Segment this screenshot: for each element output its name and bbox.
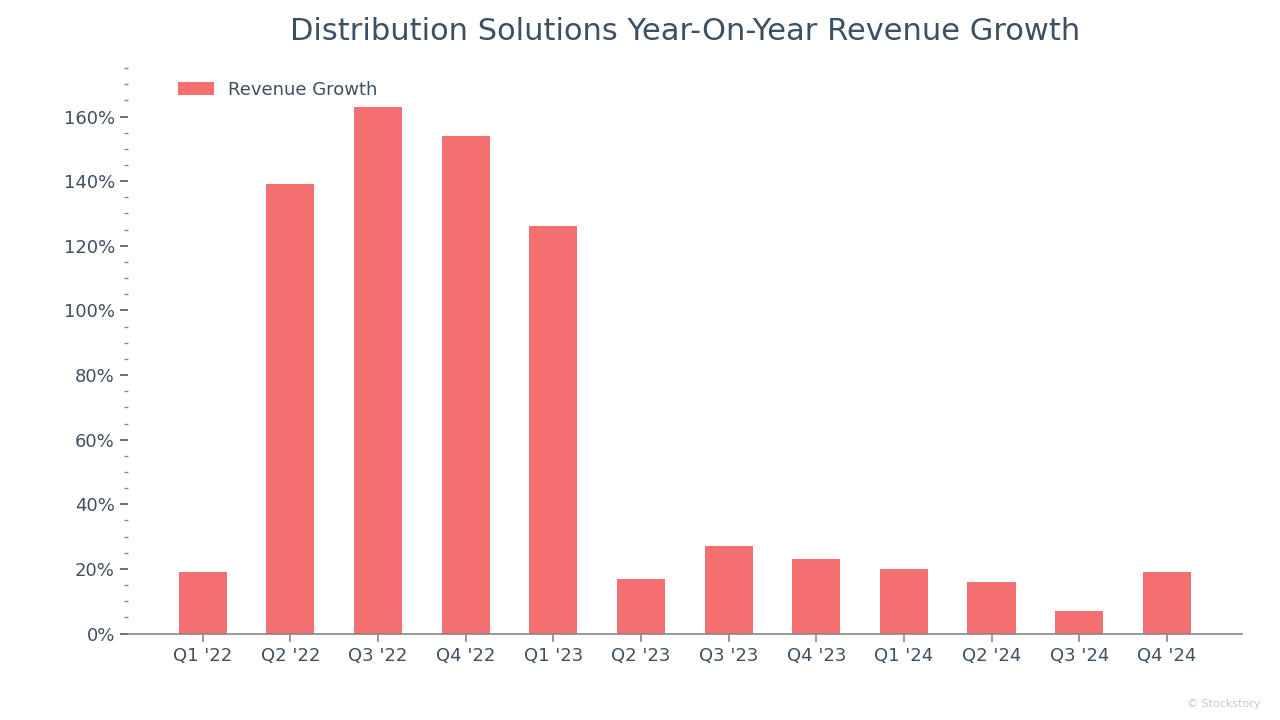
Bar [968,582,1016,634]
Text: © Stockstory: © Stockstory [1188,699,1261,709]
Bar [792,559,841,634]
Legend: Revenue Growth: Revenue Growth [170,74,385,107]
Bar [266,184,315,634]
Bar [704,546,753,634]
Bar [529,226,577,634]
Bar [1143,572,1190,634]
Bar [442,136,490,634]
Title: Distribution Solutions Year-On-Year Revenue Growth: Distribution Solutions Year-On-Year Reve… [289,17,1080,46]
Bar [617,579,666,634]
Bar [1055,611,1103,634]
Bar [179,572,227,634]
Bar [879,569,928,634]
Bar [353,107,402,634]
